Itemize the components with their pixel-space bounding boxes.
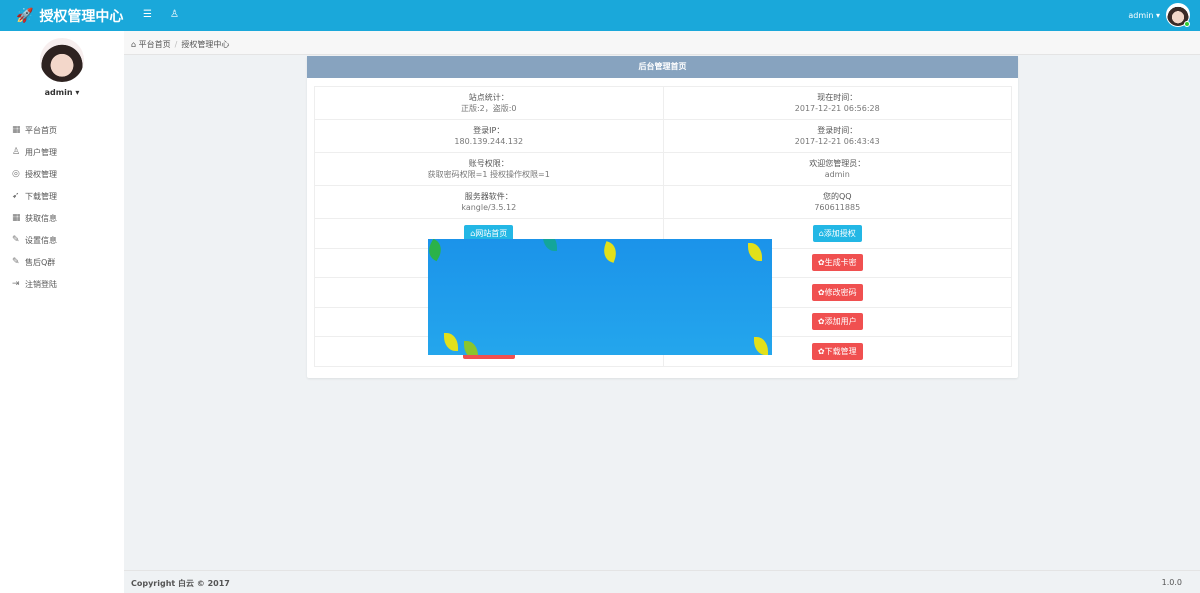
- app-title: 授权管理中心: [39, 9, 124, 25]
- edit-icon: ✎: [12, 257, 20, 267]
- user-name: admin: [1128, 11, 1154, 20]
- info-label: 欢迎您管理员：: [809, 159, 866, 168]
- info-value: 760611885: [814, 203, 861, 212]
- info-label: 登录IP：: [473, 126, 505, 135]
- table-row: 站点统计： 正版:2，盗版:0 现在时间： 2017-12-21 06:56:28: [314, 86, 1012, 120]
- leaf-icon: [464, 341, 478, 355]
- logout-icon: ⇥: [12, 279, 20, 289]
- sidebar-item-settings[interactable]: ✎ 设置信息: [12, 229, 57, 251]
- sidebar: admin ▾ ▦ 平台首页 ♙ 用户管理 ◎ 授权管理 ➹ 下载管理 ▦ 获取信息 ✎ 设…: [0, 31, 124, 593]
- copyright: Copyright 白云 © 2017: [131, 579, 230, 588]
- edit-icon: ✎: [12, 235, 20, 245]
- sidebar-item-qq-group[interactable]: ✎ 售后Q群: [12, 251, 57, 273]
- sidebar-item-label: 下载管理: [25, 191, 57, 201]
- generate-card-button[interactable]: ✿生成卡密: [811, 254, 863, 272]
- site-home-button[interactable]: ⌂网站首页: [464, 224, 514, 242]
- sidebar-item-download[interactable]: ➹ 下载管理: [12, 185, 57, 207]
- avatar[interactable]: [1166, 3, 1190, 27]
- table-row: 服务器软件： kangle/3.5.12 您的QQ 760611885: [314, 185, 1012, 219]
- info-cell: 账号权限： 获取密码权限=1 授权操作权限=1: [314, 152, 664, 186]
- info-cell: 服务器软件： kangle/3.5.12: [314, 185, 664, 219]
- panel-title: 后台管理首页: [307, 56, 1018, 78]
- info-value: admin: [824, 170, 850, 179]
- top-navbar: 🚀 授权管理中心 ☰ ♙ admin ▾: [0, 0, 1200, 31]
- rocket-icon: 🚀: [16, 8, 34, 24]
- info-label: 您的QQ: [822, 192, 852, 201]
- leaf-icon: [543, 239, 557, 251]
- info-cell: 欢迎您管理员： admin: [662, 152, 1012, 186]
- sidebar-item-info[interactable]: ▦ 获取信息: [12, 207, 57, 229]
- version: 1.0.0: [1161, 578, 1182, 587]
- info-value: 180.139.244.132: [454, 137, 524, 146]
- leaf-icon: [428, 239, 446, 262]
- brand[interactable]: 🚀 授权管理中心: [16, 6, 123, 26]
- download-manage-button[interactable]: ✿下载管理: [811, 342, 863, 360]
- info-cell: 登录时间： 2017-12-21 06:43:43: [662, 119, 1012, 153]
- sidebar-item-label: 授权管理: [25, 169, 57, 179]
- home-icon: ⌂: [131, 40, 137, 49]
- info-label: 现在时间：: [817, 93, 858, 102]
- info-value: 2017-12-21 06:43:43: [794, 137, 880, 146]
- grid-icon: ▦: [12, 213, 21, 223]
- add-auth-button[interactable]: ⌂添加授权: [812, 224, 862, 242]
- sidebar-username: admin: [44, 88, 73, 97]
- info-value: 获取密码权限=1 授权操作权限=1: [427, 170, 550, 179]
- menu-toggle-icon[interactable]: ☰: [143, 9, 152, 20]
- info-label: 站点统计：: [468, 93, 509, 102]
- breadcrumb-home[interactable]: 平台首页: [138, 40, 171, 49]
- user-icon[interactable]: ♙: [170, 9, 179, 20]
- leaf-icon: [444, 333, 458, 351]
- info-cell: 现在时间： 2017-12-21 06:56:28: [662, 86, 1012, 120]
- sidebar-item-label: 用户管理: [25, 147, 57, 157]
- button-label: 生成卡密: [824, 258, 857, 268]
- button-label: 添加授权: [823, 228, 856, 238]
- sidebar-item-label: 平台首页: [25, 125, 57, 135]
- sidebar-item-label: 获取信息: [25, 213, 57, 223]
- user-menu[interactable]: admin ▾: [1128, 11, 1160, 20]
- info-label: 登录时间：: [817, 126, 858, 135]
- breadcrumb: ⌂ 平台首页 / 授权管理中心: [124, 31, 1200, 55]
- leaf-icon: [748, 243, 762, 261]
- footer: Copyright 白云 © 2017 1.0.0: [124, 570, 1200, 593]
- sidebar-item-label: 设置信息: [25, 235, 57, 245]
- table-row: 登录IP： 180.139.244.132 登录时间： 2017-12-21 06:4…: [314, 119, 1012, 153]
- grid-icon: ▦: [12, 125, 21, 135]
- button-label: 网站首页: [475, 228, 508, 238]
- breadcrumb-current: 授权管理中心: [181, 40, 230, 49]
- table-row: 账号权限： 获取密码权限=1 授权操作权限=1 欢迎您管理员： admin: [314, 152, 1012, 186]
- sidebar-item-users[interactable]: ♙ 用户管理: [12, 141, 57, 163]
- info-cell: 您的QQ 760611885: [662, 185, 1012, 219]
- change-password-button[interactable]: ✿修改密码: [811, 283, 863, 301]
- info-value: 正版:2，盗版:0: [460, 104, 517, 113]
- info-cell: 登录IP： 180.139.244.132: [314, 119, 664, 153]
- button-label: 下载管理: [824, 346, 857, 356]
- sidebar-item-auth[interactable]: ◎ 授权管理: [12, 163, 57, 185]
- popup-banner-image: [428, 239, 772, 355]
- sidebar-item-logout[interactable]: ⇥ 注销登陆: [12, 273, 57, 295]
- info-label: 服务器软件：: [464, 192, 513, 201]
- info-label: 账号权限：: [468, 159, 509, 168]
- info-value: kangle/3.5.12: [461, 203, 517, 212]
- leaf-icon: [600, 241, 620, 263]
- leaf-icon: [754, 337, 768, 355]
- sidebar-avatar: [40, 38, 84, 82]
- button-label: 修改密码: [824, 287, 857, 297]
- user-icon: ♙: [12, 147, 21, 157]
- layers-icon: ◎: [12, 169, 20, 179]
- rocket-icon: ➹: [12, 191, 20, 201]
- button-label: 添加用户: [824, 317, 857, 327]
- sidebar-item-home[interactable]: ▦ 平台首页: [12, 119, 57, 141]
- sidebar-item-label: 注销登陆: [25, 279, 57, 289]
- info-value: 2017-12-21 06:56:28: [794, 104, 880, 113]
- info-cell: 站点统计： 正版:2，盗版:0: [314, 86, 664, 120]
- sidebar-item-label: 售后Q群: [25, 257, 56, 267]
- sidebar-user-menu[interactable]: admin ▾: [44, 88, 80, 97]
- add-user-button[interactable]: ✿添加用户: [811, 313, 863, 331]
- online-status-icon: [1184, 21, 1190, 27]
